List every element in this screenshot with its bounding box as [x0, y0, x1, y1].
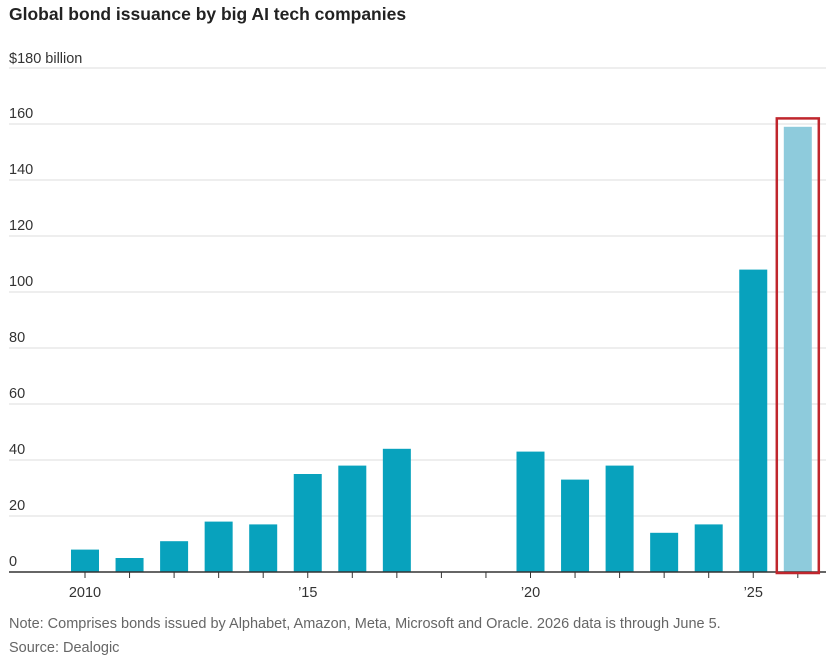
x-tick-label: ’20 — [521, 585, 540, 601]
chart-title: Global bond issuance by big AI tech comp… — [9, 4, 407, 24]
bar — [516, 451, 545, 572]
bar — [382, 448, 411, 572]
bar — [71, 549, 99, 572]
x-tick-label: 2010 — [69, 585, 101, 601]
bar — [650, 532, 679, 572]
y-tick-label: 40 — [9, 442, 25, 458]
x-axis-ticks: 2010 ’15 ’20 ’25 — [69, 572, 799, 601]
chart-note: Note: Comprises bonds issued by Alphabet… — [9, 616, 721, 632]
y-tick-label: 0 — [9, 554, 17, 570]
bars — [71, 126, 812, 573]
bar — [783, 126, 812, 573]
y-tick-label: 100 — [9, 274, 33, 290]
y-tick-label: 20 — [9, 498, 25, 514]
bar-chart: 0 20 40 60 80 100 120 140 160 $180 billion 2010 ’… — [9, 51, 826, 601]
y-tick-label: 60 — [9, 386, 25, 402]
bar — [293, 474, 322, 572]
y-tick-label: 140 — [9, 162, 33, 178]
bar — [204, 521, 233, 572]
y-axis-tick-labels: 0 20 40 60 80 100 120 140 160 — [9, 106, 33, 570]
bar — [694, 524, 723, 572]
bar — [115, 558, 144, 572]
bar — [249, 524, 278, 572]
highlight-box-2026 — [775, 117, 821, 575]
bar — [338, 465, 367, 572]
bar — [605, 465, 634, 572]
gridlines — [9, 67, 826, 517]
y-axis-unit-label: $180 billion — [9, 51, 82, 67]
y-tick-label: 120 — [9, 218, 33, 234]
chart-source: Source: Dealogic — [9, 640, 120, 656]
bar — [739, 269, 768, 572]
y-tick-label: 80 — [9, 330, 25, 346]
y-tick-label: 160 — [9, 106, 33, 122]
x-tick-label: ’25 — [744, 585, 763, 601]
x-tick-label: ’15 — [298, 585, 317, 601]
bar — [160, 541, 189, 572]
bar — [561, 479, 590, 572]
